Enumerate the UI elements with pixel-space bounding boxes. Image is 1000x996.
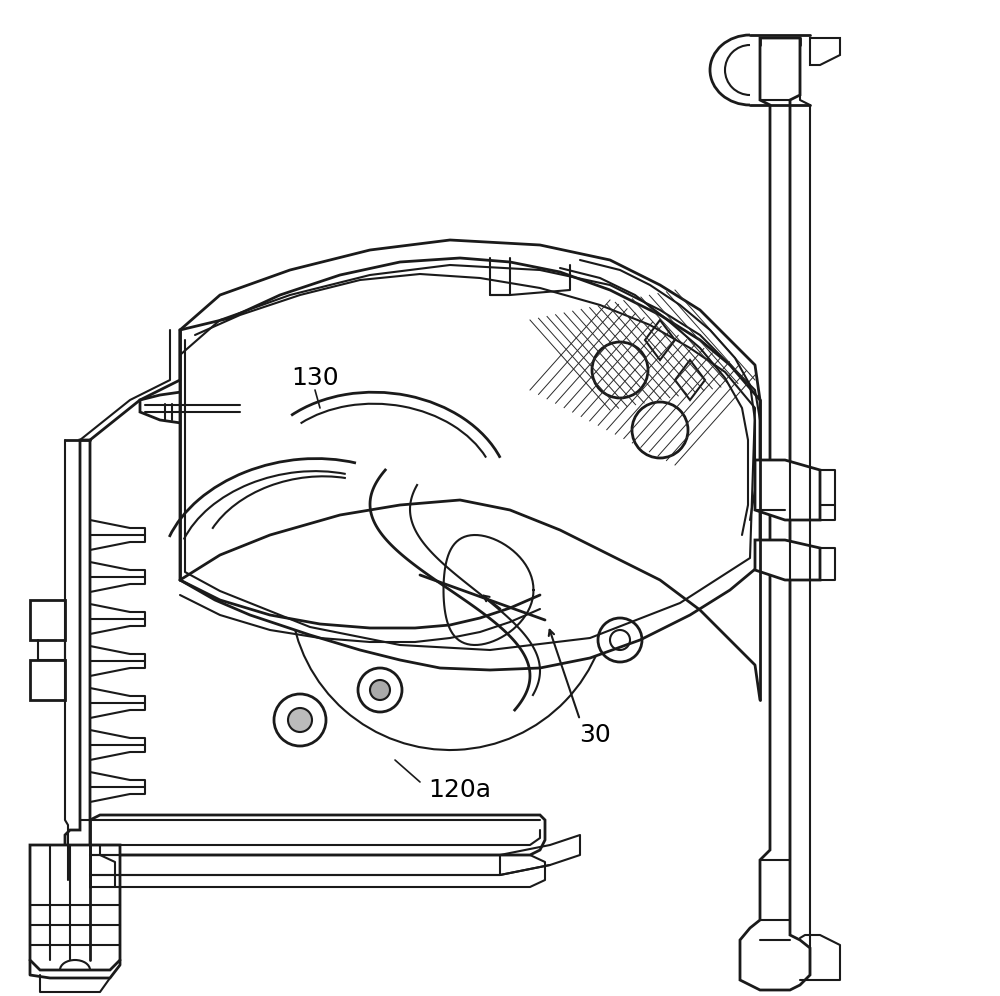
Polygon shape: [192, 396, 208, 408]
Text: 120a: 120a: [428, 778, 492, 802]
Polygon shape: [810, 38, 840, 65]
Polygon shape: [140, 390, 245, 425]
Text: 130: 130: [291, 366, 339, 390]
Circle shape: [403, 558, 437, 592]
Polygon shape: [180, 258, 760, 670]
Circle shape: [534, 609, 556, 631]
Polygon shape: [675, 360, 705, 400]
Polygon shape: [645, 320, 675, 360]
Polygon shape: [740, 38, 810, 990]
Circle shape: [413, 568, 427, 582]
Polygon shape: [65, 440, 105, 880]
Text: 30: 30: [579, 723, 611, 747]
Polygon shape: [755, 460, 820, 520]
Circle shape: [370, 680, 390, 700]
Polygon shape: [30, 660, 65, 700]
Polygon shape: [30, 845, 120, 970]
Circle shape: [288, 708, 312, 732]
Polygon shape: [90, 815, 545, 855]
Polygon shape: [30, 600, 65, 640]
Polygon shape: [218, 385, 228, 395]
Polygon shape: [755, 540, 820, 580]
Polygon shape: [192, 415, 208, 428]
